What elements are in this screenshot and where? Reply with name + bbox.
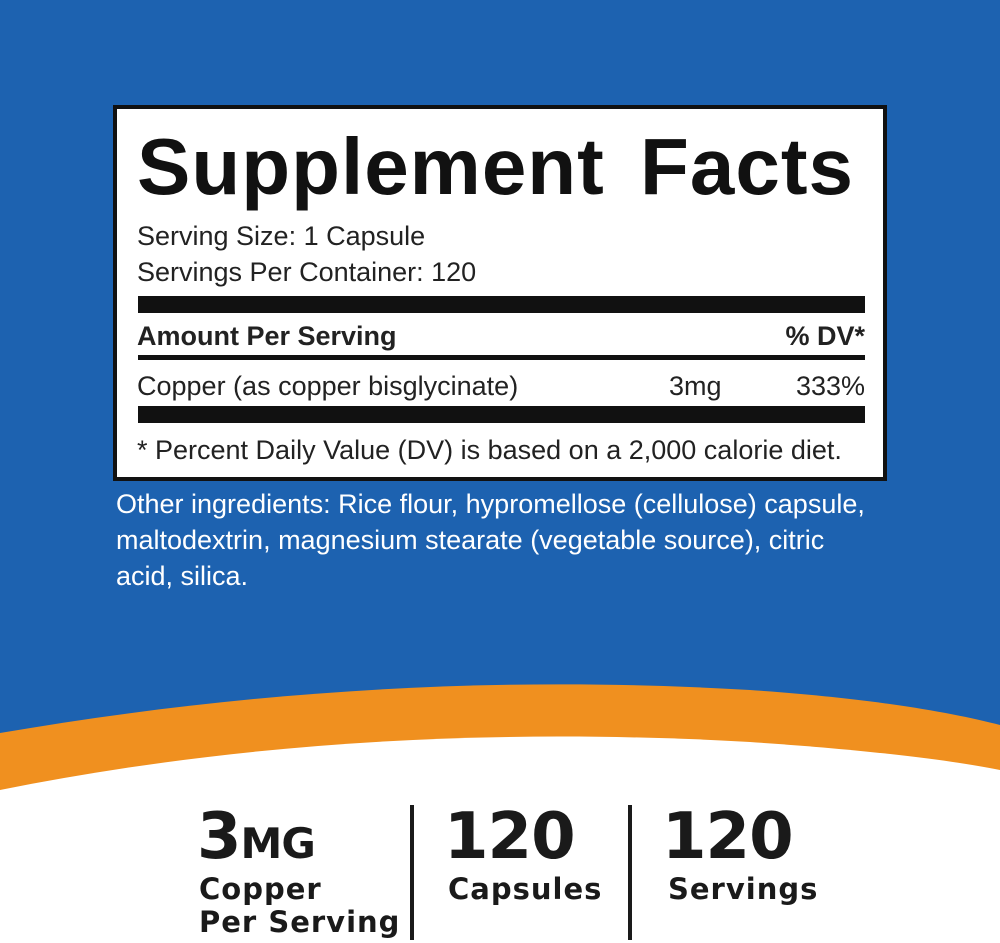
stat-unit: MG	[240, 819, 316, 868]
stat-label-line: Capsules	[448, 872, 603, 906]
ingredients-line: Other ingredients: Rice flour, hypromell…	[116, 489, 865, 519]
title: Supplement Facts	[137, 122, 855, 211]
stat-label: Copper Per Serving	[199, 873, 400, 939]
stat-label: Servings	[668, 873, 818, 906]
amount-header: Amount Per Serving	[137, 321, 397, 351]
divider	[628, 805, 632, 940]
other-ingredients: Other ingredients: Rice flour, hypromell…	[116, 486, 865, 594]
facts-box: Supplement Facts Serving Size: 1 Capsule…	[113, 105, 887, 481]
ingredients-line: acid, silica.	[116, 561, 249, 591]
ingredients-line: maltodextrin, magnesium stearate (vegeta…	[116, 525, 825, 555]
dv-header: % DV*	[785, 321, 865, 351]
stat-label-line: Servings	[668, 872, 819, 906]
divider	[410, 805, 414, 940]
stat-label-line: Per Serving	[199, 905, 401, 939]
footnote: * Percent Daily Value (DV) is based on a…	[137, 435, 842, 465]
stat-label-line: Copper	[199, 872, 322, 906]
stat-label: Capsules	[448, 873, 602, 906]
stat-number: 3	[197, 800, 242, 874]
nutrient-name: Copper (as copper bisglycinate)	[137, 371, 519, 401]
servings-per-container: Servings Per Container: 120	[137, 257, 477, 287]
rule	[138, 355, 865, 360]
nutrient-dv: 333%	[795, 371, 865, 401]
serving-size: Serving Size: 1 Capsule	[137, 221, 426, 251]
nutrient-amount: 3mg	[669, 371, 722, 401]
stat-value: 120	[662, 800, 794, 874]
rule	[138, 296, 865, 313]
stat-value: 120	[444, 800, 576, 874]
rule	[138, 406, 865, 423]
stat-value: 3MG	[197, 800, 316, 874]
